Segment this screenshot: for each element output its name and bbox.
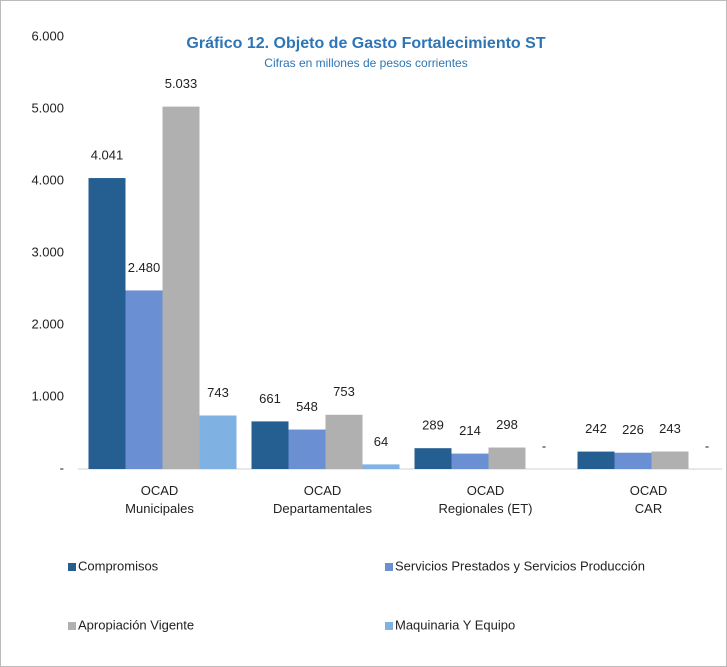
- bar: [251, 421, 289, 469]
- x-tick-label-line: Municipales: [125, 501, 194, 516]
- bar: [125, 290, 163, 469]
- bar: [162, 106, 200, 470]
- chart-title: Gráfico 12. Objeto de Gasto Fortalecimie…: [186, 35, 545, 52]
- bar: [577, 451, 615, 469]
- legend-swatch: [68, 622, 76, 630]
- x-tick-label: OCAD Departamentales: [273, 483, 372, 516]
- bar: [451, 453, 489, 469]
- legend-label: Apropiación Vigente: [78, 617, 194, 632]
- bar: [199, 415, 237, 469]
- data-label: -: [542, 438, 546, 453]
- legend-label: Compromisos: [78, 558, 159, 573]
- y-tick-label: 6.000: [31, 28, 64, 43]
- bar: [614, 452, 652, 469]
- data-label: 226: [622, 422, 644, 437]
- y-tick-label: 5.000: [31, 100, 64, 115]
- legend-swatch: [68, 563, 76, 571]
- data-label: 661: [259, 391, 281, 406]
- data-label: 5.033: [165, 76, 198, 91]
- bar: [288, 429, 326, 469]
- y-tick-label: 4.000: [31, 172, 64, 187]
- bar: [651, 451, 689, 469]
- x-tick-label-line: OCAD: [467, 483, 505, 498]
- y-tick-label: -: [60, 460, 64, 475]
- legend-label: Servicios Prestados y Servicios Producci…: [395, 558, 645, 573]
- bar: [88, 178, 126, 469]
- data-label: 548: [296, 399, 318, 414]
- bar: [414, 448, 452, 469]
- data-label: 214: [459, 423, 481, 438]
- bar: [488, 447, 526, 469]
- data-label: 298: [496, 417, 518, 432]
- data-label: 64: [374, 434, 388, 449]
- data-label: 289: [422, 418, 444, 433]
- x-tick-label: OCAD Municipales: [125, 483, 194, 516]
- x-tick-label-line: Regionales (ET): [439, 501, 533, 516]
- bar: [325, 414, 363, 469]
- x-tick-label: OCAD CAR: [630, 483, 668, 516]
- x-tick-label-line: CAR: [635, 501, 662, 516]
- data-label: 743: [207, 385, 229, 400]
- chart-subtitle: Cifras en millones de pesos corrientes: [264, 56, 467, 70]
- y-tick-label: 3.000: [31, 244, 64, 259]
- x-tick-label: OCAD Regionales (ET): [439, 483, 533, 516]
- legend-swatch: [385, 563, 393, 571]
- y-tick-label: 2.000: [31, 316, 64, 331]
- y-tick-label: 1.000: [31, 388, 64, 403]
- data-label: 753: [333, 384, 355, 399]
- data-label: 2.480: [128, 260, 161, 275]
- legend-label: Maquinaria Y Equipo: [395, 617, 515, 632]
- data-label: 243: [659, 421, 681, 436]
- data-label: 4.041: [91, 147, 124, 162]
- x-tick-label-line: OCAD: [630, 483, 668, 498]
- x-tick-label-line: Departamentales: [273, 501, 372, 516]
- x-tick-label-line: OCAD: [141, 483, 179, 498]
- data-label: 242: [585, 421, 607, 436]
- data-label: -: [705, 438, 709, 453]
- x-tick-label-line: OCAD: [304, 483, 342, 498]
- bar: [362, 464, 400, 469]
- legend-swatch: [385, 622, 393, 630]
